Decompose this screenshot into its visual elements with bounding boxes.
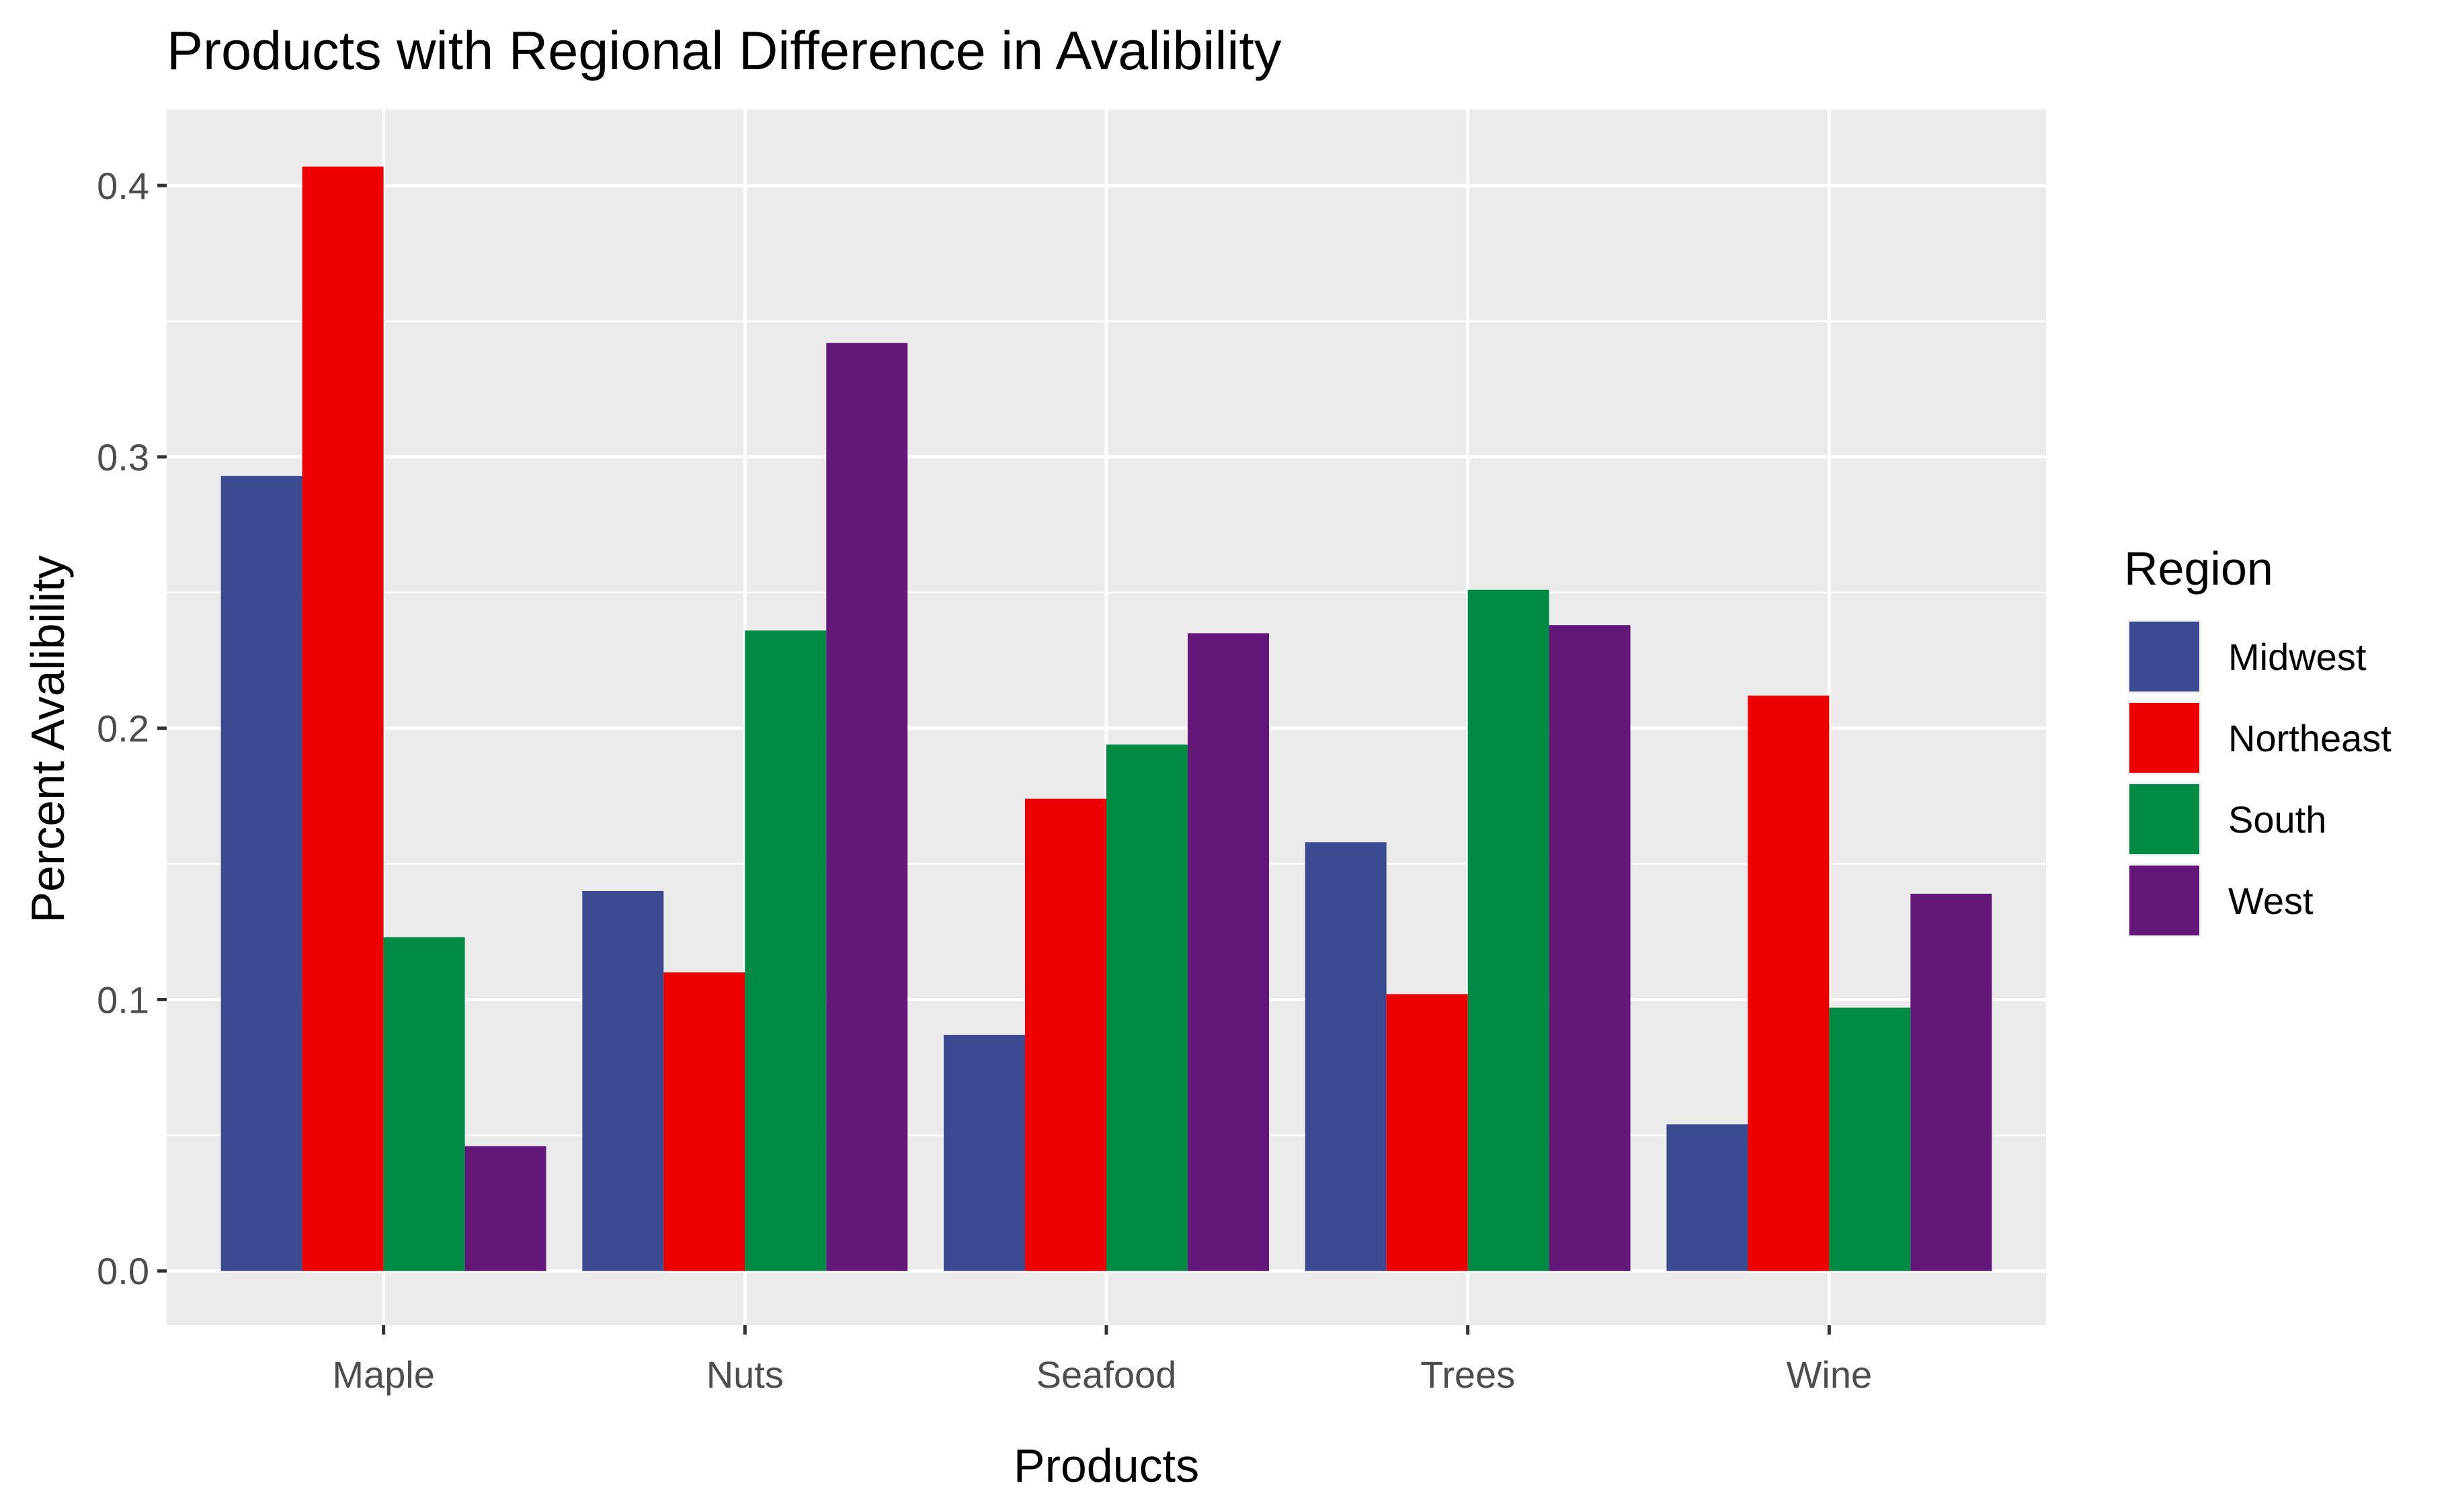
bar-northeast-maple xyxy=(302,166,384,1271)
bar-west-trees xyxy=(1549,625,1631,1271)
x-tick-label: Wine xyxy=(1787,1353,1873,1396)
legend-label-midwest: Midwest xyxy=(2228,636,2367,678)
y-tick-label: 0.3 xyxy=(97,436,149,478)
bar-midwest-wine xyxy=(1666,1124,1748,1271)
legend-swatch-midwest xyxy=(2129,622,2199,691)
bar-midwest-nuts xyxy=(582,890,664,1271)
bar-midwest-seafood xyxy=(944,1034,1026,1271)
bar-south-maple xyxy=(383,937,465,1271)
bars xyxy=(220,166,1992,1271)
x-tick-label: Nuts xyxy=(706,1353,784,1396)
y-tick-label: 0.2 xyxy=(97,708,149,750)
bar-south-nuts xyxy=(745,630,827,1271)
bar-south-wine xyxy=(1829,1007,1911,1271)
legend: Region Midwest Northeast South West xyxy=(2124,542,2392,937)
bar-northeast-seafood xyxy=(1025,798,1106,1271)
x-tick-label: Seafood xyxy=(1036,1353,1177,1396)
bar-west-seafood xyxy=(1187,633,1269,1271)
bar-midwest-trees xyxy=(1305,842,1387,1271)
bar-south-seafood xyxy=(1106,744,1188,1271)
bar-northeast-nuts xyxy=(663,972,745,1271)
legend-swatch-northeast xyxy=(2129,703,2199,773)
x-tick-label: Maple xyxy=(332,1353,435,1396)
bar-west-wine xyxy=(1910,893,1992,1271)
legend-title: Region xyxy=(2124,542,2273,595)
legend-label-west: West xyxy=(2228,880,2314,922)
chart-title: Products with Regional Difference in Ava… xyxy=(167,21,1282,81)
bar-northeast-wine xyxy=(1748,696,1830,1271)
y-axis: 0.0 0.1 0.2 0.3 0.4 xyxy=(97,165,167,1292)
bar-south-trees xyxy=(1467,589,1549,1271)
y-tick-label: 0.4 xyxy=(97,165,149,207)
bar-midwest-maple xyxy=(220,476,302,1271)
legend-swatch-west xyxy=(2129,866,2199,935)
x-axis: Maple Nuts Seafood Trees Wine xyxy=(332,1325,1872,1396)
bar-west-nuts xyxy=(826,343,908,1271)
bar-west-maple xyxy=(464,1146,546,1271)
y-axis-title: Percent Avalibility xyxy=(22,555,74,923)
x-axis-title: Products xyxy=(1014,1439,1199,1492)
bar-northeast-trees xyxy=(1386,994,1468,1271)
legend-items: Midwest Northeast South West xyxy=(2127,620,2392,937)
x-tick-label: Trees xyxy=(1420,1353,1515,1396)
legend-label-northeast: Northeast xyxy=(2228,717,2392,759)
y-tick-label: 0.1 xyxy=(97,978,149,1021)
y-tick-label: 0.0 xyxy=(97,1250,149,1292)
legend-swatch-south xyxy=(2129,784,2199,854)
legend-label-south: South xyxy=(2228,798,2326,841)
